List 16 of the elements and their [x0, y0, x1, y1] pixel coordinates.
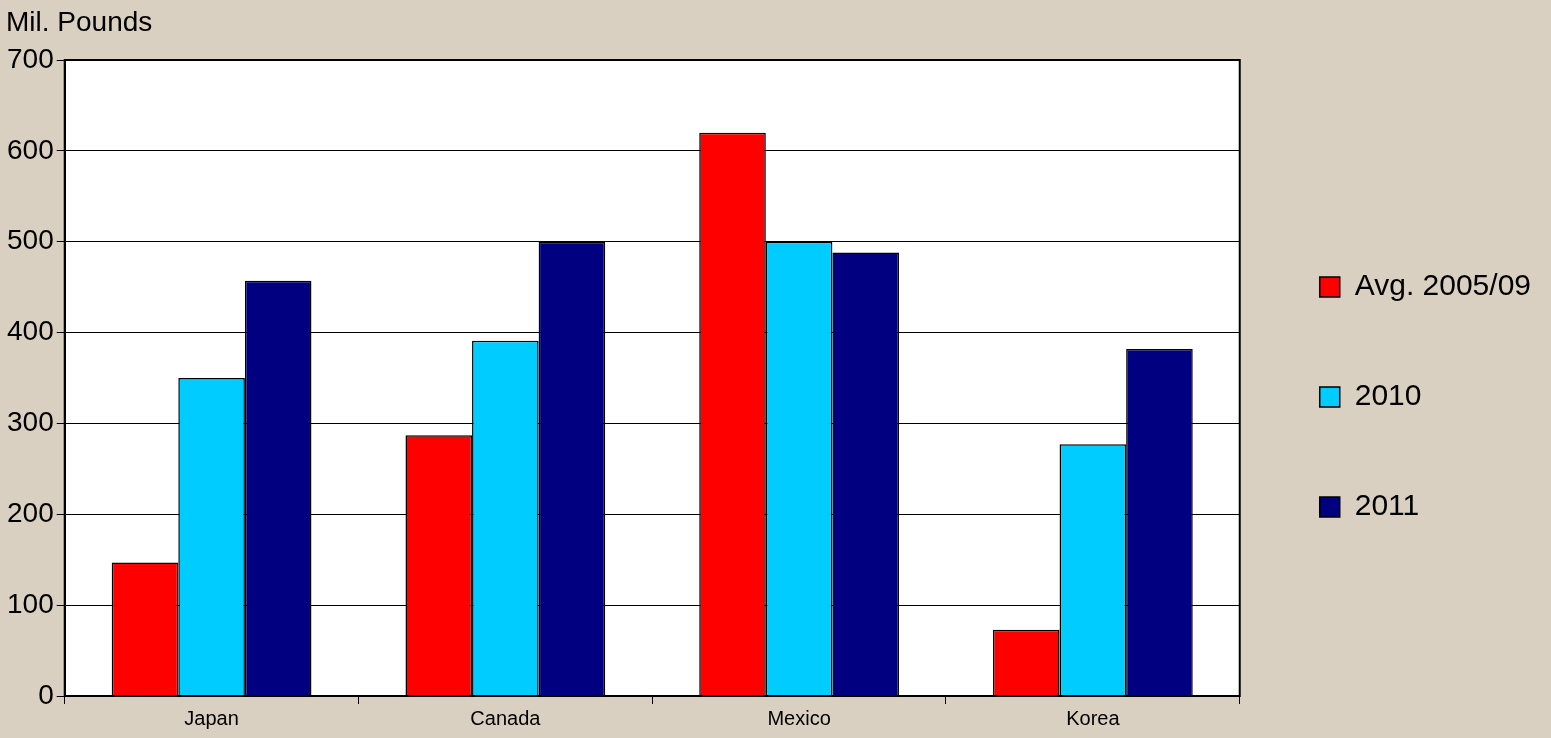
y-axis-title: Mil. Pounds — [6, 6, 153, 38]
y-tick-label: 500 — [7, 224, 54, 256]
legend-label: 2011 — [1354, 488, 1420, 522]
y-tick-label: 200 — [7, 497, 54, 528]
y-tick-label: 600 — [7, 133, 54, 165]
y-tick-label: 700 — [7, 42, 54, 74]
legend-label: Avg. 2005/09 — [1354, 268, 1531, 302]
y-tick-label: 300 — [7, 406, 54, 438]
x-tick-label: Japan — [184, 706, 239, 729]
legend-label: 2010 — [1354, 378, 1422, 412]
x-tick-label: Korea — [1066, 706, 1121, 729]
y-tick-label: 0 — [38, 678, 54, 710]
y-tick-label: 400 — [7, 315, 54, 347]
y-tick-label: 100 — [7, 587, 54, 619]
x-tick-label: Mexico — [767, 706, 831, 729]
x-tick-label: Canada — [470, 706, 542, 729]
